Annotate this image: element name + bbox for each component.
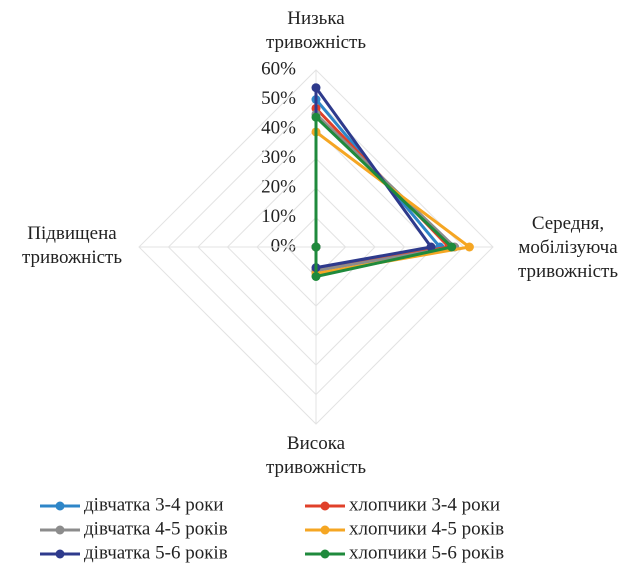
- legend-marker: [320, 549, 330, 559]
- data-point: [311, 272, 321, 281]
- legend-label: хлопчики 5-6 років: [349, 542, 504, 563]
- data-point: [426, 242, 436, 252]
- legend-marker: [320, 501, 330, 511]
- legend-marker: [55, 501, 65, 511]
- legend-marker: [55, 525, 65, 535]
- r-tick-label: 30%: [261, 147, 296, 168]
- data-point: [311, 112, 321, 122]
- series-line: [314, 95, 443, 273]
- legend-marker: [320, 525, 330, 535]
- r-tick-label: 20%: [261, 176, 296, 197]
- r-tick-label: 60%: [261, 58, 296, 79]
- legend-label: дівчатка 5-6 років: [84, 542, 228, 563]
- legend-label: хлопчики 3-4 роки: [349, 494, 500, 515]
- legend-label: дівчатка 4-5 років: [84, 518, 228, 539]
- data-point: [464, 242, 474, 252]
- category-label: Низька тривожність: [266, 8, 366, 53]
- data-point: [447, 242, 457, 252]
- legend-marker: [55, 549, 65, 559]
- r-tick-label: 50%: [261, 88, 296, 109]
- series-line: [314, 83, 434, 270]
- category-label: Висока тривожність: [266, 433, 366, 478]
- category-label: Підвищена тривожність: [22, 223, 122, 268]
- r-tick-label: 0%: [271, 235, 297, 256]
- series-line: [314, 128, 474, 276]
- r-tick-label: 10%: [261, 206, 296, 227]
- legend-label: дівчатка 3-4 роки: [84, 494, 224, 515]
- category-label: Середня, мобілізуюча тривожність: [518, 213, 618, 282]
- r-tick-label: 40%: [261, 117, 296, 138]
- data-point: [311, 83, 321, 93]
- data-point: [311, 242, 321, 252]
- legend-label: хлопчики 4-5 років: [349, 518, 504, 539]
